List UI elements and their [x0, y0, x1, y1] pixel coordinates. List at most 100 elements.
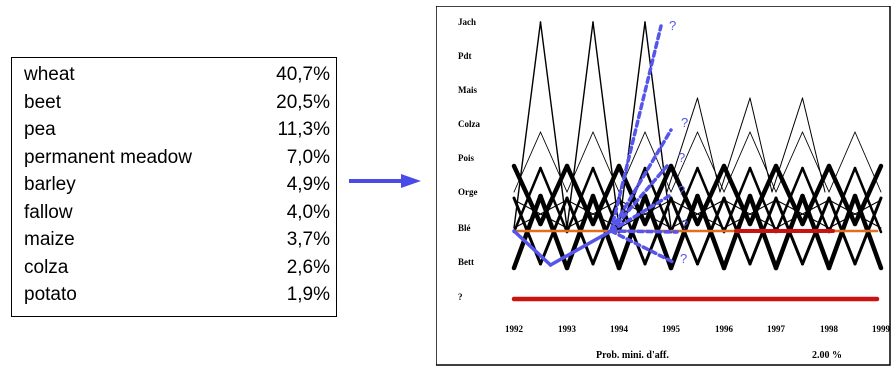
- rotation-edge: [749, 97, 773, 193]
- crop-row-label: Mais: [458, 85, 477, 95]
- rotation-edge: [828, 131, 856, 193]
- transition-edges: [511, 21, 884, 302]
- rotation-edge: [566, 131, 594, 193]
- crop-percent: 4,9%: [286, 174, 330, 195]
- crop-label: potato: [24, 284, 77, 305]
- rotation-edge: [723, 131, 751, 193]
- rotation-edge: [644, 131, 672, 193]
- crop-label: fallow: [24, 201, 73, 223]
- blue-prediction-path: [609, 194, 671, 233]
- table-row: fallow 4,0%: [24, 202, 330, 226]
- rotation-edge: [592, 131, 620, 193]
- diagram-labels: Jach Pdt Mais Colza Pois Orge Blé Bett? 1992 1993…: [458, 17, 891, 334]
- rotation-edge: [775, 131, 803, 193]
- rotation-edge: [697, 131, 725, 193]
- crop-row-label: Pdt: [458, 51, 472, 61]
- year-label: 1998: [820, 324, 839, 334]
- rotation-edge: [643, 166, 673, 234]
- question-mark: ?: [678, 150, 685, 165]
- rotation-edge: [774, 166, 804, 234]
- crop-rotation-diagram: Jach Pdt Mais Colza Pois Orge Blé Bett? 1992 1993…: [436, 6, 891, 366]
- year-label: 1996: [715, 324, 734, 334]
- rotation-edge: [566, 199, 620, 229]
- question-mark: ?: [669, 18, 676, 33]
- table-row: potato 1,9%: [24, 284, 330, 308]
- year-label: 1994: [610, 324, 629, 334]
- rotation-edge: [666, 97, 698, 193]
- right-arrow-icon: [349, 174, 421, 188]
- rotation-edge: [565, 166, 595, 234]
- rotation-edge: [748, 166, 778, 234]
- blue-history-path: [548, 229, 613, 267]
- blue-prediction-path: [609, 24, 663, 233]
- crop-percent: 1,9%: [286, 284, 330, 305]
- blue-prediction-path: [609, 229, 679, 234]
- rotation-edge: [669, 166, 699, 234]
- crop-label: permanent meadow: [24, 146, 192, 168]
- footer-left-label: Prob. mini. d'aff.: [596, 350, 669, 361]
- table-row: barley 4,9%: [24, 174, 330, 198]
- year-label: 1999: [872, 324, 891, 334]
- rotation-edge: [853, 166, 883, 234]
- rotation-edge: [566, 21, 594, 229]
- crop-label: colza: [24, 256, 69, 278]
- rotation-edge: [540, 131, 568, 193]
- rotation-edge: [771, 97, 803, 193]
- crop-percent: 4,0%: [286, 201, 330, 223]
- crop-row-label: ?: [458, 292, 463, 302]
- crop-percent: 20,5%: [276, 91, 330, 113]
- crop-row-label: Jach: [458, 17, 476, 27]
- rotation-edge: [828, 199, 882, 229]
- rotation-edge: [775, 199, 830, 229]
- crop-percent: 2,6%: [286, 256, 330, 278]
- table-row: wheat 40,7%: [24, 64, 330, 88]
- crop-percent: 3,7%: [286, 229, 330, 250]
- rotation-edge: [801, 166, 831, 234]
- question-mark: ?: [678, 183, 685, 198]
- crop-label: barley: [24, 174, 76, 195]
- crop-row-label: Orge: [458, 187, 478, 197]
- rotation-edge: [539, 21, 568, 229]
- year-label: 1997: [767, 324, 786, 334]
- crop-percent: 11,3%: [277, 119, 330, 140]
- blue-prediction-path: [609, 164, 669, 233]
- rotation-edge: [539, 166, 569, 234]
- rotation-edge: [670, 199, 725, 229]
- rotation-edge: [802, 131, 830, 193]
- rotation-edge: [670, 131, 698, 193]
- rotation-edge: [592, 21, 620, 229]
- rotation-edge: [749, 131, 777, 193]
- crop-row-label: Pois: [458, 153, 474, 163]
- rotation-edge: [512, 166, 542, 234]
- rotation-edge: [618, 21, 646, 229]
- crop-row-label: Colza: [458, 119, 480, 129]
- footer-right-label: 2.00 %: [812, 350, 842, 361]
- crop-percent: 40,7%: [276, 64, 330, 85]
- year-label: 1992: [505, 324, 524, 334]
- rotation-edge: [854, 131, 882, 193]
- table-row: beet 20,5%: [24, 92, 330, 116]
- crop-row-label: Bett: [458, 257, 474, 267]
- rotation-edge: [513, 131, 541, 193]
- crop-share-table: wheat 40,7% beet 20,5% pea 11,3% permanent mea…: [11, 57, 337, 317]
- table-row: permanent meadow 7,0%: [24, 147, 330, 171]
- table-row: colza 2,6%: [24, 257, 330, 281]
- crop-label: maize: [24, 229, 75, 250]
- table-row: maize 3,7%: [24, 229, 330, 253]
- rotation-edge: [697, 97, 721, 193]
- question-mark: ?: [681, 217, 688, 232]
- blue-history-path: [512, 229, 553, 267]
- rotation-edge: [696, 166, 726, 234]
- blue-prediction-path: [609, 128, 673, 233]
- rotation-edge: [722, 166, 752, 234]
- question-mark: ?: [681, 115, 688, 130]
- rotation-edge: [719, 97, 751, 193]
- rotation-edge: [513, 199, 568, 229]
- rotation-edge: [644, 21, 672, 229]
- crop-label: pea: [24, 119, 56, 140]
- crop-label: beet: [24, 91, 61, 113]
- blue-prediction-path: [609, 229, 677, 265]
- rotation-edge: [723, 199, 777, 229]
- year-label: 1995: [662, 324, 681, 334]
- rotation-edge: [827, 166, 857, 234]
